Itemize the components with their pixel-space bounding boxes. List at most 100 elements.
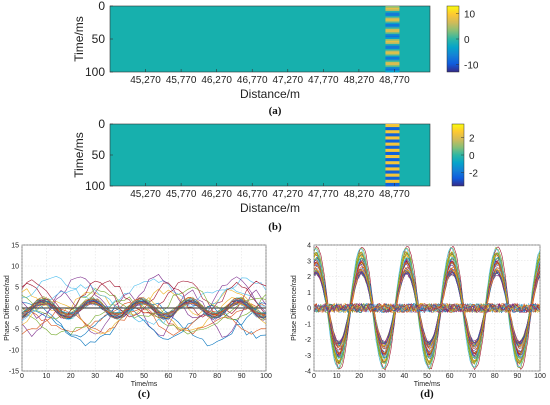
x-tick-label: 48,270 (344, 75, 375, 86)
x-tick-label: 47,770 (308, 189, 339, 200)
heatmap-b-ylabel: Time/ms (72, 132, 86, 178)
plot-c-y-ticks: 15 10 5 0 -5 -10 -15 (9, 243, 19, 376)
y-tick-label: 15 (11, 243, 19, 250)
heatmap-cell (385, 125, 400, 128)
series-line (22, 301, 266, 317)
y-tick-label: 1 (307, 290, 311, 297)
heatmap-cell (385, 70, 400, 73)
heatmap-cell (385, 170, 400, 173)
heatmap-cell (385, 22, 400, 25)
x-tick-label: 0 (20, 373, 24, 380)
heatmap-cell (385, 134, 400, 137)
heatmap-cell (385, 158, 400, 160)
y-tick-label: 3 (307, 258, 311, 265)
heatmap-cell (385, 151, 400, 154)
heatmap-a-background (109, 5, 431, 73)
heatmap-cell (385, 45, 400, 48)
y-tick-label: -2 (305, 337, 311, 344)
colorbar-tick-label: -10 (464, 60, 479, 71)
series-line (22, 301, 266, 318)
x-tick-label: 30 (91, 373, 99, 380)
y-tick-label: 5 (15, 285, 19, 292)
x-tick-label: 80 (213, 373, 221, 380)
x-tick-label: 70 (189, 373, 197, 380)
series-line (22, 275, 266, 311)
y-tick-label: -10 (9, 348, 19, 355)
plot-c-series (22, 274, 266, 347)
plot-c-xlabel: Time/ms (131, 381, 158, 388)
heatmap-cell (385, 159, 400, 162)
series-line (22, 301, 266, 335)
heatmap-b-x-ticks: 45,270 45,770 46,270 46,770 47,270 47,770 48,2… (130, 183, 410, 200)
heatmap-cell (385, 47, 400, 50)
heatmap-cell (385, 127, 400, 129)
heatmap-cell (385, 67, 400, 69)
heatmap-cell (385, 10, 400, 13)
x-tick-label: 100 (260, 373, 272, 380)
heatmap-cell (385, 155, 400, 157)
x-tick-label: 0 (312, 373, 316, 380)
heatmap-cell (385, 150, 400, 153)
heatmap-cell (385, 141, 400, 143)
heatmap-cell (385, 60, 400, 63)
x-tick-label: 46,270 (201, 75, 232, 86)
y-tick-label: -15 (9, 369, 19, 376)
x-tick-label: 46,770 (237, 189, 268, 200)
x-tick-label: 20 (355, 373, 363, 380)
plot-d-ylabel: Phase Difference/rad (291, 275, 298, 341)
x-tick-label: 30 (378, 373, 386, 380)
heatmap-cell (385, 17, 400, 20)
x-tick-label: 70 (468, 373, 476, 380)
x-tick-label: 40 (401, 373, 409, 380)
y-tick-label: -3 (305, 353, 311, 360)
x-tick-label: 48,770 (379, 75, 410, 86)
x-tick-label: 40 (116, 373, 124, 380)
heatmap-cell (385, 43, 400, 46)
series-line (22, 274, 266, 319)
heatmap-cell (385, 161, 400, 164)
panel-label-b: (b) (268, 221, 282, 233)
x-tick-label: 10 (333, 373, 341, 380)
plot-c-ylabel: Phase Difference/rad (4, 275, 11, 341)
plot-c-x-ticks: 0 10 20 30 40 50 60 70 80 90 100 (20, 373, 272, 380)
heatmap-a-y-ticks: 0 50 100 (85, 0, 113, 79)
heatmap-b-xlabel: Distance/m (240, 201, 300, 215)
heatmap-cell (385, 57, 400, 60)
heatmap-cell (385, 178, 400, 181)
series-line (314, 256, 540, 359)
heatmap-cell (385, 128, 400, 131)
heatmap-cell (385, 182, 400, 185)
series-line (314, 302, 540, 314)
heatmap-cell (385, 136, 400, 139)
heatmap-a-xlabel: Distance/m (240, 87, 300, 101)
heatmap-cell (385, 55, 400, 58)
series-line (22, 284, 266, 325)
y-tick-label: 0 (98, 117, 105, 131)
x-tick-label: 20 (67, 373, 75, 380)
heatmap-cell (385, 40, 400, 43)
panel-label-d: (d) (420, 388, 434, 400)
x-tick-label: 80 (491, 373, 499, 380)
heatmap-cell (385, 168, 400, 171)
heatmap-cell (385, 65, 400, 68)
heatmap-cell (385, 25, 400, 28)
x-tick-label: 45,270 (130, 75, 161, 86)
series-line (314, 302, 540, 314)
heatmap-cell (385, 147, 400, 150)
heatmap-b-event (385, 124, 400, 187)
series-line (314, 302, 540, 314)
x-tick-label: 45,770 (166, 189, 197, 200)
y-tick-label: 0 (98, 0, 105, 13)
x-tick-label: 50 (423, 373, 431, 380)
heatmap-cell (385, 20, 400, 23)
y-tick-label: 100 (85, 179, 105, 193)
panel-label-a: (a) (269, 105, 282, 117)
y-tick-label: 50 (92, 32, 106, 46)
heatmap-cell (385, 165, 400, 168)
heatmap-cell (385, 162, 400, 165)
y-tick-label: 50 (92, 148, 106, 162)
series-line (22, 299, 266, 319)
heatmap-b-background (109, 123, 431, 187)
